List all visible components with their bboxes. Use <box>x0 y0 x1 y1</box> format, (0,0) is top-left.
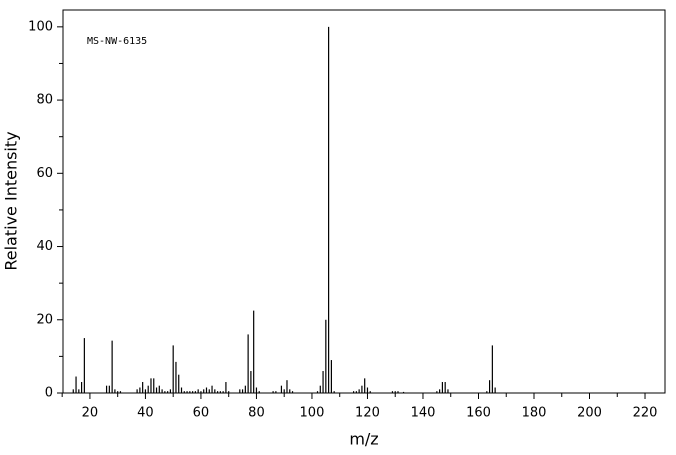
y-tick-label: 20 <box>36 312 53 327</box>
y-tick-label: 100 <box>28 19 53 34</box>
plot-frame <box>62 9 666 394</box>
y-axis-title: Relative Intensity <box>2 131 21 270</box>
y-tick-label: 80 <box>36 93 53 108</box>
x-axis-title: m/z <box>349 430 378 449</box>
x-tick-label: 140 <box>411 406 436 421</box>
x-tick-label: 220 <box>633 406 658 421</box>
y-tick-label: 40 <box>36 239 53 254</box>
annotation: MS-NW-6135 <box>87 36 147 47</box>
x-tick-label: 60 <box>193 406 210 421</box>
x-tick-label: 160 <box>466 406 491 421</box>
y-tick-label: 60 <box>36 166 53 181</box>
x-tick-label: 180 <box>522 406 547 421</box>
x-tick-label: 20 <box>82 406 99 421</box>
x-tick-label: 120 <box>355 406 380 421</box>
x-tick-label: 200 <box>577 406 602 421</box>
x-tick-label: 100 <box>300 406 325 421</box>
x-tick-label: 40 <box>137 406 154 421</box>
y-tick-label: 0 <box>45 386 53 401</box>
x-tick-label: 80 <box>248 406 265 421</box>
